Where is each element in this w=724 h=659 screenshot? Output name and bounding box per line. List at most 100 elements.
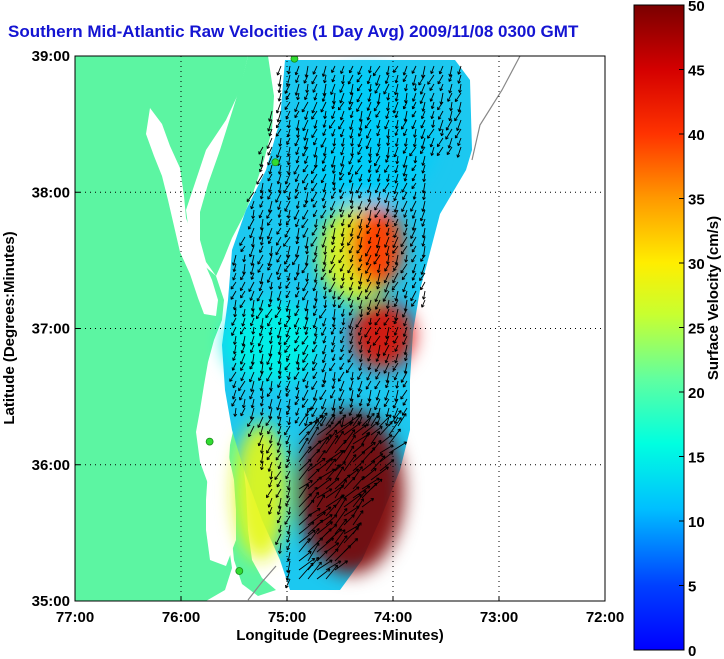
velocity-vector bbox=[286, 272, 291, 281]
velocity-vector bbox=[354, 164, 363, 175]
velocity-vector bbox=[302, 119, 309, 132]
velocity-vector bbox=[334, 414, 347, 427]
velocity-vector bbox=[294, 335, 300, 344]
velocity-vector bbox=[384, 281, 390, 293]
y-axis-ticks: 35:00 36:00 37:00 38:00 39:00 bbox=[32, 48, 80, 610]
velocity-vector bbox=[394, 83, 399, 96]
velocity-vector bbox=[277, 524, 282, 533]
radar-site-marker bbox=[205, 437, 214, 446]
velocity-vector bbox=[357, 137, 363, 148]
velocity-vector bbox=[251, 326, 256, 335]
velocity-vector bbox=[364, 326, 372, 338]
velocity-vector bbox=[312, 371, 318, 380]
velocity-vector bbox=[349, 200, 354, 210]
velocity-vector bbox=[401, 272, 408, 281]
velocity-vector bbox=[421, 218, 426, 227]
velocity-vector bbox=[247, 425, 255, 438]
velocity-vector bbox=[298, 480, 313, 490]
velocity-vector bbox=[448, 110, 453, 122]
velocity-vector bbox=[339, 173, 345, 181]
velocity-vector bbox=[448, 83, 453, 94]
velocity-vector bbox=[323, 299, 328, 309]
velocity-vector bbox=[388, 441, 408, 454]
velocity-vector bbox=[375, 326, 381, 336]
velocity-vector bbox=[293, 317, 300, 328]
velocity-vector bbox=[266, 389, 273, 397]
velocity-vector bbox=[419, 92, 426, 104]
velocity-vector bbox=[334, 507, 348, 526]
velocity-vector bbox=[316, 449, 326, 463]
velocity-vector bbox=[313, 290, 318, 302]
velocity-vector bbox=[400, 389, 408, 400]
velocity-vector bbox=[355, 317, 363, 328]
velocity-vector bbox=[307, 542, 320, 562]
isobath-line-2 bbox=[247, 565, 277, 601]
velocity-vector bbox=[403, 128, 408, 137]
velocity-vector bbox=[394, 353, 399, 364]
velocity-vector bbox=[410, 290, 417, 302]
velocity-vector bbox=[259, 236, 264, 246]
velocity-vector bbox=[367, 236, 372, 245]
velocity-vector bbox=[312, 83, 318, 93]
velocity-vector bbox=[394, 416, 399, 424]
velocity-vector bbox=[259, 425, 264, 436]
velocity-vector bbox=[429, 83, 435, 91]
velocity-vector bbox=[258, 344, 264, 354]
velocity-vector bbox=[411, 101, 417, 110]
velocity-vector bbox=[313, 137, 318, 146]
velocity-vector bbox=[366, 101, 372, 111]
velocity-vector bbox=[329, 362, 336, 372]
velocity-vector bbox=[240, 290, 246, 299]
velocity-vector bbox=[402, 398, 408, 406]
velocity-vector bbox=[456, 146, 462, 158]
velocity-vector bbox=[349, 119, 354, 130]
velocity-vector bbox=[331, 74, 336, 83]
velocity-vector bbox=[334, 497, 347, 517]
velocity-vector bbox=[427, 74, 435, 85]
velocity-vector bbox=[276, 434, 282, 446]
velocity-vector bbox=[267, 263, 273, 271]
velocity-vector bbox=[383, 272, 390, 284]
velocity-vector bbox=[257, 434, 264, 447]
velocity-vector bbox=[365, 137, 372, 150]
velocity-vector bbox=[321, 263, 327, 273]
velocity-vector bbox=[413, 128, 417, 138]
velocity-vector bbox=[320, 101, 327, 113]
velocity-vector bbox=[401, 200, 408, 213]
velocity-vector bbox=[325, 564, 339, 580]
vector-field bbox=[229, 65, 462, 589]
velocity-vector bbox=[267, 173, 273, 182]
velocity-vector bbox=[431, 119, 435, 128]
velocity-vector bbox=[259, 245, 264, 253]
radar-site-marker bbox=[235, 567, 244, 575]
velocity-vector bbox=[410, 227, 417, 239]
velocity-vector bbox=[259, 317, 264, 329]
velocity-vector bbox=[241, 308, 246, 318]
velocity-vector bbox=[334, 439, 347, 454]
velocity-vector bbox=[437, 101, 444, 111]
velocity-vector bbox=[320, 173, 327, 184]
velocity-vector bbox=[267, 317, 273, 327]
velocity-vector bbox=[316, 521, 333, 535]
velocity-vector bbox=[386, 92, 391, 101]
velocity-vector bbox=[285, 389, 291, 397]
velocity-vector bbox=[339, 380, 345, 392]
velocity-vector bbox=[420, 137, 426, 149]
velocity-vector bbox=[348, 344, 354, 354]
velocity-vector bbox=[412, 191, 417, 200]
velocity-vector bbox=[437, 110, 444, 120]
velocity-vector bbox=[250, 200, 255, 210]
velocity-vector bbox=[312, 65, 318, 75]
velocity-vector bbox=[457, 101, 462, 113]
velocity-vector bbox=[382, 182, 390, 193]
velocity-vector bbox=[319, 308, 327, 319]
velocity-vector bbox=[249, 344, 255, 354]
velocity-vector bbox=[366, 227, 372, 235]
velocity-vector bbox=[411, 182, 417, 190]
velocity-vector bbox=[287, 506, 292, 515]
velocity-vector bbox=[294, 83, 300, 96]
velocity-vector bbox=[325, 548, 339, 562]
velocity-vector bbox=[312, 254, 318, 263]
velocity-vector bbox=[366, 335, 372, 345]
velocity-vector bbox=[404, 254, 409, 263]
